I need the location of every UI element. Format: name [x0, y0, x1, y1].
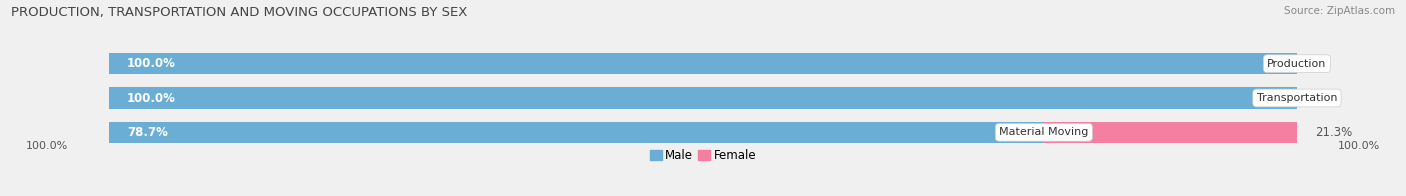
Text: Transportation: Transportation [1257, 93, 1337, 103]
Text: Source: ZipAtlas.com: Source: ZipAtlas.com [1284, 6, 1395, 16]
Legend: Male, Female: Male, Female [645, 144, 761, 167]
Bar [1043, 122, 1296, 143]
Text: Production: Production [1267, 59, 1327, 69]
Bar [110, 122, 1296, 143]
Text: 100.0%: 100.0% [1339, 141, 1381, 151]
Text: Material Moving: Material Moving [1000, 127, 1088, 137]
Text: PRODUCTION, TRANSPORTATION AND MOVING OCCUPATIONS BY SEX: PRODUCTION, TRANSPORTATION AND MOVING OC… [11, 6, 468, 19]
Text: 21.3%: 21.3% [1315, 126, 1353, 139]
Text: 100.0%: 100.0% [127, 92, 176, 104]
Bar [1043, 122, 1296, 143]
Text: 78.7%: 78.7% [127, 126, 167, 139]
Bar [110, 122, 1043, 143]
Bar [110, 53, 1296, 74]
Text: 100.0%: 100.0% [127, 57, 176, 70]
Bar [110, 87, 1296, 109]
Bar [110, 87, 1296, 109]
Text: 100.0%: 100.0% [25, 141, 67, 151]
Bar [110, 53, 1296, 74]
